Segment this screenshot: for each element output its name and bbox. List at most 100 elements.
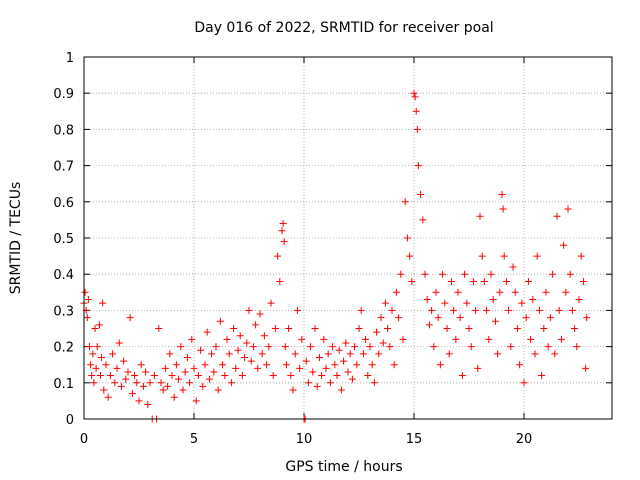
data-point	[86, 343, 93, 351]
data-point	[502, 277, 510, 285]
data-point	[93, 343, 101, 351]
data-point	[513, 325, 521, 332]
data-point	[544, 343, 552, 351]
data-point	[456, 314, 464, 322]
data-point	[322, 364, 330, 372]
data-point	[340, 357, 348, 365]
data-point	[571, 325, 579, 332]
data-point	[461, 270, 469, 278]
data-point	[491, 317, 499, 325]
data-point	[412, 107, 420, 115]
data-point	[430, 343, 438, 351]
y-tick-label: 0.3	[53, 304, 74, 319]
data-point	[92, 364, 100, 372]
data-point	[289, 386, 297, 394]
data-point	[370, 379, 378, 387]
data-point	[232, 364, 240, 372]
data-point	[256, 310, 264, 318]
data-point	[144, 401, 152, 409]
data-point	[230, 325, 238, 332]
data-point	[553, 212, 561, 220]
y-tick-label: 0.5	[53, 232, 74, 247]
data-point	[359, 350, 367, 358]
x-tick-label: 0	[80, 432, 88, 447]
data-point	[560, 241, 568, 249]
data-point	[214, 386, 222, 394]
data-point	[113, 364, 121, 372]
y-tick-label: 0.7	[53, 160, 74, 175]
data-point	[395, 314, 403, 322]
data-point	[247, 357, 255, 365]
data-point	[194, 372, 202, 380]
data-point	[227, 379, 235, 387]
data-point	[88, 372, 96, 380]
data-point	[577, 252, 585, 260]
data-point	[507, 343, 515, 351]
data-point	[168, 372, 176, 380]
data-point	[106, 372, 114, 380]
data-point	[293, 306, 301, 314]
data-point	[236, 332, 244, 340]
data-point	[324, 350, 332, 358]
data-point	[535, 306, 543, 314]
data-point	[496, 288, 504, 296]
data-point	[172, 361, 180, 369]
data-point	[271, 325, 279, 332]
data-point	[135, 397, 143, 405]
data-point	[115, 339, 123, 347]
data-point	[348, 375, 356, 383]
data-point	[258, 350, 266, 358]
data-point	[205, 375, 213, 383]
data-point	[518, 299, 526, 307]
data-point	[161, 364, 169, 372]
data-point	[417, 191, 425, 199]
data-point	[542, 288, 550, 296]
data-point	[210, 368, 218, 376]
data-point	[285, 325, 293, 332]
data-point	[287, 372, 295, 380]
data-point	[245, 306, 253, 314]
y-tick-label: 0.1	[53, 377, 74, 392]
data-point	[549, 270, 557, 278]
data-point	[411, 93, 419, 101]
data-point	[579, 277, 587, 285]
data-point	[223, 335, 231, 343]
data-point	[83, 314, 91, 322]
data-point	[529, 296, 537, 304]
data-point	[249, 343, 257, 351]
data-point	[500, 252, 508, 260]
data-point	[99, 299, 107, 307]
data-point	[267, 299, 275, 307]
data-point	[91, 325, 99, 332]
plot-frame	[83, 56, 613, 420]
y-tick-label: 0.8	[53, 123, 74, 138]
data-point	[337, 386, 345, 394]
data-point	[413, 125, 421, 133]
data-point	[522, 314, 530, 322]
data-point	[472, 306, 480, 314]
data-point	[225, 350, 233, 358]
data-point	[485, 335, 493, 343]
data-point	[408, 277, 416, 285]
data-point	[366, 343, 374, 351]
data-point	[192, 397, 200, 405]
data-point	[183, 353, 191, 361]
data-point	[269, 372, 277, 380]
data-point	[260, 332, 268, 340]
data-point	[326, 379, 334, 387]
data-point	[463, 299, 471, 307]
chart-title: Day 016 of 2022, SRMTID for receiver poa…	[194, 20, 493, 36]
x-tick-label: 20	[516, 432, 533, 447]
data-point	[131, 372, 139, 380]
data-point	[540, 325, 548, 332]
data-point	[499, 205, 507, 213]
data-point	[480, 277, 488, 285]
data-point	[313, 382, 321, 390]
data-point	[489, 296, 497, 304]
data-point	[128, 390, 136, 398]
data-point	[546, 314, 554, 322]
data-point	[254, 364, 262, 372]
data-point	[329, 343, 337, 351]
data-point	[443, 325, 451, 332]
data-point	[335, 346, 343, 354]
